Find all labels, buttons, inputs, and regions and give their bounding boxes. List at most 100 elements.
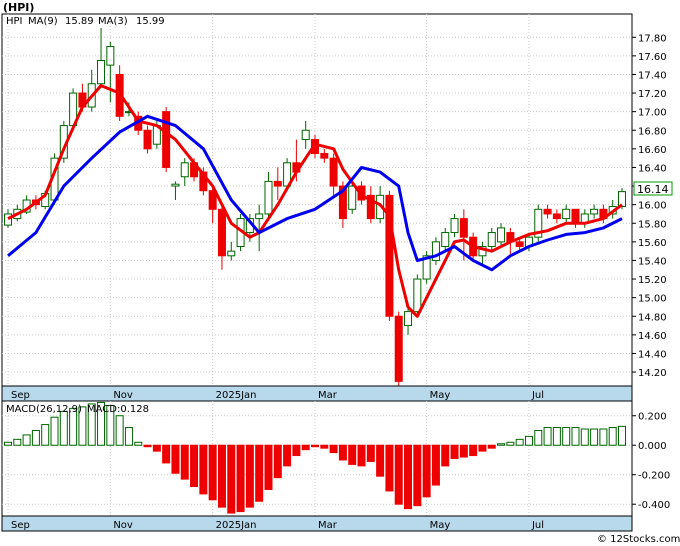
macd-xtick-label: Mar xyxy=(318,520,338,531)
macd-bar-negative xyxy=(152,444,161,452)
legend-ma3-value: 15.99 xyxy=(136,16,165,27)
macd-xtick-label: Sep xyxy=(11,520,30,531)
candle-down xyxy=(162,111,171,168)
macd-bar-positive xyxy=(543,427,552,446)
candle-down xyxy=(571,208,580,224)
macd-bar-negative xyxy=(469,444,478,457)
macd-bar-positive xyxy=(134,441,143,446)
candle-down xyxy=(459,218,468,238)
macd-bar-positive xyxy=(97,401,106,446)
macd-xtick-label: May xyxy=(430,520,451,531)
price-xtick-label: Nov xyxy=(113,390,133,401)
price-xtick-label: Sep xyxy=(11,390,30,401)
watermark: © 12Stocks.com xyxy=(597,534,680,545)
price-legend: HPI MA(9) 15.89 MA(3) 15.99 xyxy=(6,16,165,27)
macd-bar-positive xyxy=(524,435,533,446)
macd-bar-negative xyxy=(199,444,208,495)
macd-bar-negative xyxy=(394,444,403,505)
macd-bar-positive xyxy=(599,428,608,446)
price-ytick-label: 14.60 xyxy=(638,331,667,342)
macd-bar-negative xyxy=(162,444,171,464)
candle-up xyxy=(534,208,543,238)
macd-bar-positive xyxy=(552,427,561,446)
macd-bar-positive xyxy=(590,428,599,446)
macd-panel xyxy=(1,400,633,517)
macd-bar-positive xyxy=(608,427,617,446)
macd-xaxis-band xyxy=(1,515,633,532)
macd-bar-negative xyxy=(190,444,199,488)
price-ytick-label: 14.20 xyxy=(638,368,667,379)
legend-ma3-label: MA(3) xyxy=(98,16,128,27)
macd-bar-negative xyxy=(450,444,459,460)
macd-bar-negative xyxy=(273,444,282,479)
macd-bar-negative xyxy=(217,444,226,508)
macd-ytick-label: 0.000 xyxy=(638,441,667,452)
price-ytick-label: 16.00 xyxy=(638,201,667,212)
candle-up xyxy=(422,255,431,280)
macd-bar-positive xyxy=(31,429,40,446)
candle-up xyxy=(97,60,106,85)
price-ytick-label: 15.20 xyxy=(638,275,667,286)
candle-up xyxy=(404,311,413,327)
macd-bar-negative xyxy=(180,444,189,480)
price-ytick-label: 15.00 xyxy=(638,294,667,305)
macd-bar-negative xyxy=(376,444,385,477)
macd-xtick-label: 2025Jan xyxy=(216,520,257,531)
macd-xtick-label: Jul xyxy=(531,520,544,531)
price-ytick-label: 15.60 xyxy=(638,238,667,249)
legend-ma9-label: MA(9) xyxy=(28,16,58,27)
macd-bar-negative xyxy=(357,444,366,467)
candle-up xyxy=(180,162,189,178)
last-price-value: 16.14 xyxy=(637,183,669,196)
macd-xtick-label: Nov xyxy=(113,520,133,531)
candle-down xyxy=(208,190,217,210)
macd-bar-negative xyxy=(320,444,329,449)
macd-bar-negative xyxy=(441,444,450,467)
macd-bar-positive xyxy=(41,424,50,446)
price-xtick-label: 2025Jan xyxy=(216,390,257,401)
macd-bar-negative xyxy=(329,444,338,454)
candle-up xyxy=(4,213,12,226)
candle-up xyxy=(348,185,357,210)
macd-bar-positive xyxy=(87,403,96,446)
candle-down xyxy=(366,194,375,220)
macd-ytick-label: -0.400 xyxy=(638,500,670,511)
candle-down xyxy=(217,208,226,257)
macd-bar-positive xyxy=(515,438,524,446)
candle-down xyxy=(338,185,347,220)
price-ytick-label: 16.80 xyxy=(638,126,667,137)
price-ytick-label: 16.40 xyxy=(638,163,667,174)
candle-up xyxy=(413,278,422,313)
macd-bar-negative xyxy=(459,444,468,458)
macd-bar-negative xyxy=(487,444,496,449)
price-ytick-label: 16.60 xyxy=(638,145,667,156)
candle-up xyxy=(441,232,450,248)
macd-bar-positive xyxy=(562,427,571,446)
price-xtick-label: Mar xyxy=(318,390,338,401)
macd-bar-positive xyxy=(534,429,543,446)
macd-bar-negative xyxy=(283,444,292,467)
price-panel xyxy=(1,13,633,387)
candle-up xyxy=(227,250,236,257)
macd-legend-value: MACD:0.128 xyxy=(87,404,149,415)
macd-bar-negative xyxy=(311,444,319,448)
candle-up xyxy=(106,46,115,66)
macd-bar-positive xyxy=(115,415,124,446)
macd-bar-positive xyxy=(106,404,115,446)
macd-legend-label: MACD(26,12,9) xyxy=(6,404,82,415)
macd-bar-negative xyxy=(413,444,422,507)
macd-ytick-label: -0.200 xyxy=(638,471,670,482)
macd-bar-positive xyxy=(618,425,626,446)
candle-up xyxy=(618,191,626,208)
candle-up xyxy=(590,208,599,215)
macd-bar-negative xyxy=(422,444,431,498)
price-xtick-label: May xyxy=(430,390,451,401)
candle-up xyxy=(431,241,440,261)
price-ytick-label: 17.20 xyxy=(638,89,667,100)
macd-ytick-label: 0.200 xyxy=(638,412,667,423)
candle-up xyxy=(487,232,496,248)
price-ytick-label: 15.80 xyxy=(638,219,667,230)
macd-bar-negative xyxy=(255,444,264,502)
macd-bar-negative xyxy=(348,444,357,465)
macd-bar-positive xyxy=(124,427,133,446)
